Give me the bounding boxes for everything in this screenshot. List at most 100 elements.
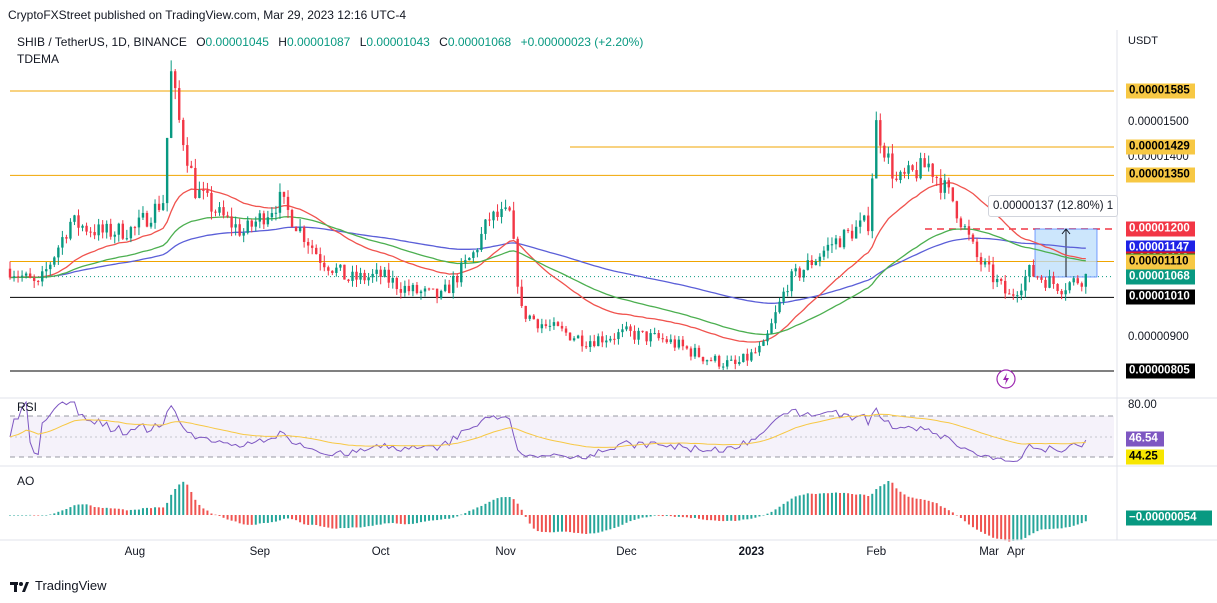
ao-bar — [464, 513, 467, 515]
candle-body — [1040, 277, 1043, 280]
candle-body — [790, 271, 793, 292]
symbol-label[interactable]: SHIB / TetherUS, 1D, BINANCE — [17, 35, 187, 49]
price-scale-label: 0.00001010 — [1126, 289, 1195, 305]
price-tick-label: 0.00000900 — [1128, 330, 1189, 343]
ao-bar — [226, 515, 229, 520]
ao-bar — [419, 515, 422, 523]
indicator-label[interactable]: TDEMA — [17, 52, 59, 66]
ao-bar — [278, 515, 281, 521]
candle-body — [97, 224, 100, 236]
candle-body — [395, 277, 399, 290]
candle-body — [605, 340, 608, 343]
ao-bar — [984, 515, 987, 534]
ao-bar — [158, 507, 161, 515]
x-axis-label: Sep — [249, 546, 271, 558]
candle-body — [222, 207, 225, 216]
candle-body — [730, 359, 733, 361]
candle-body — [383, 269, 386, 277]
candle-body — [955, 201, 959, 219]
candle-body — [822, 250, 826, 257]
ao-bar — [629, 515, 632, 522]
ao-bar — [649, 515, 652, 517]
candle-body — [339, 264, 342, 268]
price-scale-label: 0.00001585 — [1126, 83, 1195, 99]
candle-body — [310, 245, 314, 248]
ao-bar — [154, 507, 157, 515]
candle-body — [169, 71, 173, 138]
ao-bar — [1080, 515, 1083, 524]
ao-bar — [49, 514, 52, 515]
candle-body — [560, 325, 564, 329]
currency-label: USDT — [1128, 35, 1158, 47]
ao-bar — [391, 515, 394, 523]
ao-bar — [137, 509, 140, 515]
candle-body — [407, 285, 411, 292]
candle-body — [544, 324, 548, 326]
ao-bar — [746, 515, 749, 520]
x-axis-label: Apr — [1007, 546, 1025, 558]
measure-arrow-head — [1061, 228, 1071, 235]
ao-bar — [202, 508, 205, 515]
ao-bar — [1032, 515, 1035, 534]
ao-bar — [347, 515, 350, 529]
candle-body — [1012, 294, 1015, 296]
candle-body — [456, 275, 459, 283]
ao-bar — [738, 515, 741, 521]
ao-bar — [109, 508, 112, 515]
ao-bar — [887, 481, 890, 515]
candle-body — [572, 338, 576, 341]
candle-body — [681, 339, 685, 347]
candle-body — [343, 264, 346, 280]
ao-bar — [1000, 515, 1003, 540]
candle-body — [564, 328, 568, 333]
candle-body — [854, 226, 858, 239]
ao-bar — [45, 515, 48, 516]
candle-body — [971, 234, 975, 242]
ao-bar — [714, 515, 717, 521]
ao-bar — [262, 515, 265, 524]
candle-body — [28, 273, 32, 278]
candle-body — [673, 339, 677, 348]
candle-body — [524, 305, 527, 319]
rsi-title[interactable]: RSI — [17, 400, 38, 414]
ao-bar — [1084, 515, 1087, 522]
candle-body — [145, 212, 149, 227]
ao-bar — [697, 515, 700, 519]
ao-bar — [198, 504, 201, 515]
candle-body — [258, 213, 262, 222]
candle-body — [1068, 282, 1071, 291]
ao-bar — [782, 503, 785, 515]
footer-brand[interactable]: TradingView — [10, 578, 107, 593]
ao-bar — [996, 515, 999, 539]
ao-bar — [145, 507, 148, 515]
candle-body — [532, 315, 535, 320]
ao-bar — [544, 515, 547, 533]
ao-value-label: −0.00000054 — [1126, 510, 1212, 526]
ao-bar — [839, 493, 842, 515]
ao-bar — [516, 503, 519, 515]
ao-bar — [1028, 515, 1031, 536]
ao-bar — [1036, 515, 1039, 532]
candle-body — [165, 137, 169, 204]
candle-body — [496, 211, 499, 217]
ao-bar — [166, 502, 169, 515]
candle-body — [685, 346, 689, 349]
ao-bar — [432, 515, 435, 521]
candle-body — [778, 301, 781, 313]
candle-body — [834, 238, 838, 245]
candle-body — [927, 163, 930, 168]
candle-body — [105, 223, 108, 233]
ao-bar — [754, 515, 757, 518]
ao-bar — [681, 515, 684, 518]
candle-body — [367, 277, 370, 281]
ao-bar — [911, 497, 914, 515]
candle-body — [109, 223, 112, 237]
high-value: 0.00001087 — [286, 35, 351, 49]
candle-body — [814, 261, 818, 265]
ao-bar — [57, 511, 60, 515]
ao-title[interactable]: AO — [17, 474, 35, 488]
ao-bar — [706, 515, 709, 521]
candle-body — [959, 218, 963, 228]
candle-body — [61, 237, 64, 248]
